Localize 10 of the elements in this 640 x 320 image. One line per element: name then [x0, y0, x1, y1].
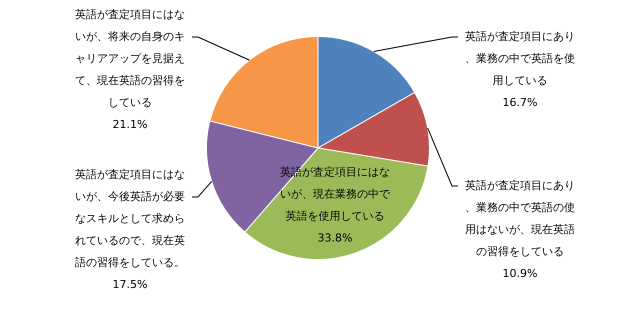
data-label: 17.5%: [112, 278, 148, 291]
data-label: 21.1%: [112, 118, 148, 131]
slice-label: 英語が査定項目にはないが、今後英語が必要なスキルとして求められているので、現在英語の習得をしている。: [75, 168, 185, 269]
data-label: 10.9%: [502, 266, 538, 280]
slice-label: 英語が査定項目にあり、業務の中で英語の使用はないが、現在英語の習得をしている: [465, 178, 575, 258]
data-label: 33.8%: [318, 232, 352, 245]
slice-label: 英語が査定項目にはないが、将来の自身のキャリアアップを見据えて、現在英語の習得をしている: [75, 8, 185, 109]
slice-label: 英語が査定項目にはないが、現在業務の中で英語を使用している: [280, 166, 391, 223]
data-label: 16.7%: [502, 96, 538, 109]
slice-label: 英語が査定項目にあり、業務の中で英語を使用している: [465, 30, 575, 87]
